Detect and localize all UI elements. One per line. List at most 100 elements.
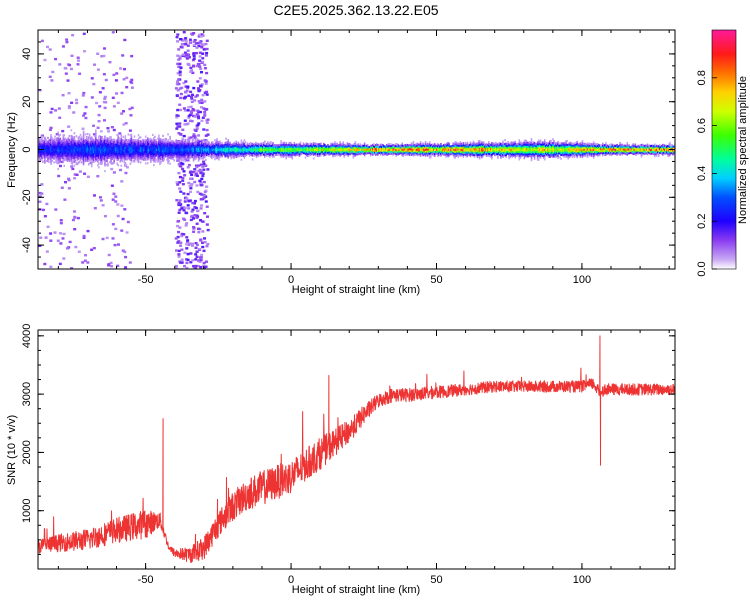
spectrogram-cell [132,142,135,146]
spectrogram-cell [469,145,472,148]
spectrogram-cell [515,149,518,152]
spectrogram-cell [153,160,155,163]
spectrogram-cell [517,145,520,148]
spectrogram-cell [415,148,418,151]
spectrogram-cell [402,147,405,150]
spectrogram-cell [67,144,70,148]
spectrogram-cell [77,138,80,141]
spectrogram-cell [197,33,201,37]
spectrogram-cell [123,143,126,147]
spectrogram-cell [296,151,299,154]
spectrogram-cell [510,148,512,152]
spectrogram-cell [130,160,133,163]
spectrogram-cell [66,144,69,147]
spectrogram-cell [190,100,194,104]
spectrogram-cell [75,173,79,177]
spectrogram-cell [464,149,467,152]
spectrogram-cell [215,147,217,150]
spectrogram-cell [362,152,365,155]
spectrogram-cell [112,73,116,77]
spectrogram-cell [201,151,204,154]
spectrogram-cell [182,81,186,85]
spectrogram-cell [93,157,96,161]
spectrogram-cell [252,146,255,149]
spectrogram-cell [451,150,453,153]
spectrogram-cell [474,147,477,150]
spectrogram-cell [209,147,211,150]
spectrogram-cell [63,141,66,145]
spectrogram-cell [442,152,444,155]
spectrogram-cell [208,152,210,156]
spectrogram-cell [53,161,55,164]
spectrogram-cell [100,55,104,58]
chart-title: C2E5.2025.362.13.22.E05 [273,2,438,18]
spectrogram-cell [45,138,47,142]
spectrogram-cell [89,156,92,159]
spectrogram-cell [215,141,217,144]
spectrogram-cell [408,145,411,149]
spectrogram-cell [266,154,268,157]
spectrogram-cell [203,150,206,153]
spectrogram-cell [284,145,286,149]
spectrogram-cell [117,137,120,140]
spectrogram-cell [397,145,399,148]
spectrogram-cell [125,146,128,149]
spectrogram-cell [387,149,389,152]
spectrogram-cell [142,143,145,146]
spectrogram-cell [83,158,86,162]
spectrogram-cell [114,145,116,148]
spectrogram-cell [38,195,42,198]
spectrogram-cell [510,147,512,150]
spectrogram-cell [200,46,204,49]
spectrogram-cell [437,154,439,157]
spectrogram-cell [117,148,120,152]
spectrogram-cell [345,145,348,148]
spectrogram-cell [91,147,94,151]
spectrogram-cell [106,159,108,163]
spectrogram-cell [79,133,82,137]
spectrogram-cell [186,156,189,159]
spectrogram-cell [230,157,233,160]
spectrogram-cell [217,148,219,152]
spectrogram-cell [231,149,234,152]
spectrogram-cell [46,148,48,151]
spectrogram-cell [110,159,112,162]
spectrogram-cell [202,267,206,269]
spectrogram-cell [474,143,477,146]
spectrogram-cell [441,145,443,148]
spectrogram-cell [384,151,386,154]
spectrogram-cell [143,147,146,150]
spectrogram-cell [206,133,210,136]
spectrogram-cell [226,143,228,147]
spectrogram-cell [371,151,374,154]
spectrogram-cell [278,149,280,152]
spectrogram-cell [50,155,52,158]
spectrogram-cell [157,158,159,161]
spectrogram-cell [192,54,196,58]
spectrogram-cell [50,141,52,144]
spectrogram-cell [80,144,83,147]
spectrogram-cell [54,148,56,152]
spectrogram-cell [485,154,488,157]
spectrogram-cell [199,171,203,175]
spectrogram-cell [90,142,93,145]
spectrogram-cell [129,149,132,152]
spectrogram-cell [90,159,93,162]
spectrogram-cell [144,162,147,165]
spectrogram-cell [221,145,223,148]
spectrogram-cell [44,157,46,161]
spectrogram-cell [49,158,51,161]
spectrogram-cell [491,142,493,145]
spectrogram-cell [467,151,470,154]
spectrogram-cell [38,143,40,146]
spectrogram-cell [278,143,280,147]
spectrogram-cell [378,148,380,151]
spectrogram-cell [93,154,96,157]
spectrogram-cell [187,56,191,59]
spectrogram-cell [141,142,144,145]
spectrogram-cell [133,135,136,138]
spectrogram-cell [473,149,476,153]
spectrogram-cell [372,150,375,154]
spectrogram-cell [201,155,204,158]
spectrogram-cell [274,149,276,153]
